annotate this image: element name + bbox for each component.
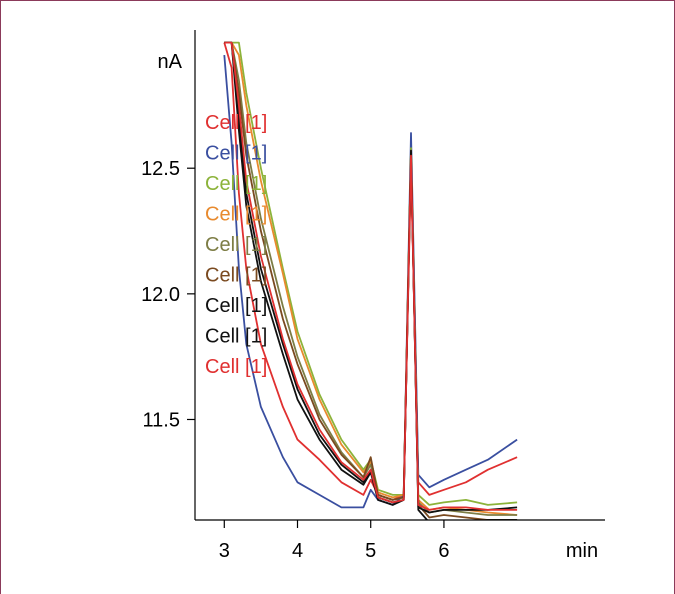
y-tick-label: 12.5 bbox=[141, 158, 180, 180]
y-tick-label: 12.0 bbox=[141, 284, 180, 306]
series-layer bbox=[223, 41, 518, 520]
x-axis-label: min bbox=[566, 540, 598, 562]
series-line-3 bbox=[224, 41, 518, 506]
legend-entry-3: Cell [1] bbox=[205, 173, 267, 195]
legend-entry-4: Cell [1] bbox=[205, 204, 267, 226]
series-line-5 bbox=[224, 41, 518, 516]
legend-entry-9: Cell [1] bbox=[205, 356, 267, 378]
legend-entry-2: Cell [1] bbox=[205, 143, 267, 165]
series-line-9 bbox=[224, 41, 518, 511]
series-line-1 bbox=[223, 42, 518, 501]
x-tick-label: 6 bbox=[438, 540, 449, 562]
legend: Cell [1] Cell [1] Cell [1] Cell [1] Cell [1]… bbox=[205, 112, 267, 378]
y-axis-label: nA bbox=[158, 51, 183, 73]
legend-entry-7: Cell [1] bbox=[205, 295, 267, 317]
series-line-2 bbox=[223, 55, 518, 509]
legend-entry-8: Cell [1] bbox=[205, 326, 267, 348]
y-tick-label: 11.5 bbox=[143, 409, 180, 431]
legend-entry-6: Cell [1] bbox=[205, 265, 267, 287]
legend-entry-1: Cell [1] bbox=[205, 112, 267, 134]
x-tick-label: 3 bbox=[219, 540, 230, 562]
series-line-7 bbox=[224, 41, 518, 514]
series-line-4 bbox=[224, 41, 518, 516]
ticks-layer: 3 4 5 6 11.5 12.0 12.5 bbox=[141, 158, 449, 562]
x-tick-label: 4 bbox=[292, 540, 303, 562]
legend-entry-5: Cell [1] bbox=[205, 234, 267, 256]
x-tick-label: 5 bbox=[365, 540, 376, 562]
series-line-6 bbox=[224, 41, 518, 520]
